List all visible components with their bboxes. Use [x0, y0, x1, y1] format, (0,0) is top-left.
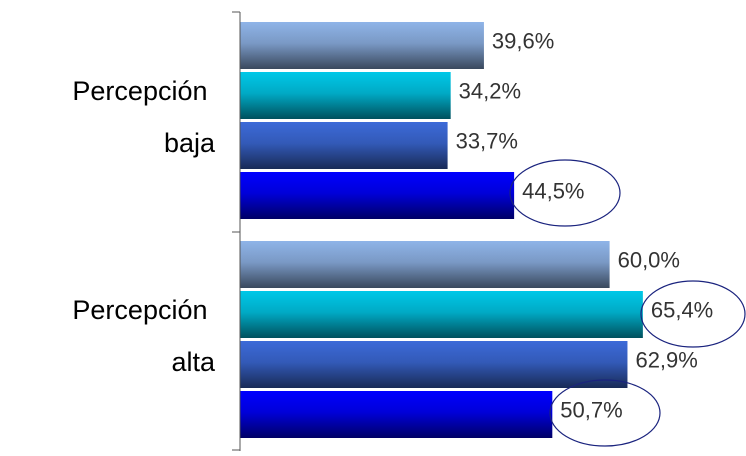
highlight-ellipse	[640, 280, 746, 348]
highlight-ellipse	[509, 159, 621, 227]
value-label: 50,7%	[560, 397, 622, 422]
bar	[240, 341, 628, 388]
category-label: Percepción baja	[72, 76, 216, 158]
bar	[240, 291, 643, 338]
plot-area	[240, 22, 643, 438]
value-label: 39,6%	[492, 28, 554, 53]
value-label: 62,9%	[635, 347, 697, 372]
value-label: 34,2%	[459, 78, 521, 103]
bar	[240, 241, 610, 288]
highlight-ellipse	[549, 379, 661, 447]
category-label: Percepción alta	[72, 295, 216, 377]
bar	[240, 22, 484, 69]
value-label: 44,5%	[522, 178, 584, 203]
bar	[240, 391, 553, 438]
bar	[240, 122, 448, 169]
bar	[240, 172, 515, 219]
value-label: 65,4%	[651, 297, 713, 322]
value-label: 60,0%	[618, 247, 680, 272]
bar	[240, 72, 451, 119]
value-label: 33,7%	[456, 128, 518, 153]
